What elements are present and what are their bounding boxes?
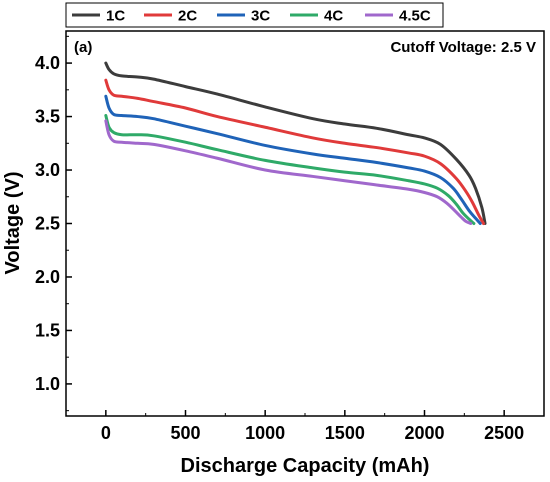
x-tick-label: 500 — [170, 423, 200, 443]
y-tick-label: 1.0 — [35, 374, 60, 394]
panel-label: (a) — [74, 39, 92, 56]
y-tick-label: 2.5 — [35, 214, 60, 234]
axes: 0 500 1000 1500 2000 2500 1.0 1.5 2.0 2.5 3.0 3.5 4.… — [35, 35, 524, 443]
x-tick-label: 2500 — [484, 423, 524, 443]
series-line-4C — [104, 113, 476, 225]
series-line-3C — [104, 94, 482, 225]
series-line-4.5C — [104, 119, 473, 225]
y-axis-title: Voltage (V) — [2, 172, 24, 275]
legend-label: 4C — [324, 8, 343, 25]
cutoff-annotation: Cutoff Voltage: 2.5 V — [390, 39, 536, 56]
legend-label: 2C — [178, 8, 197, 25]
x-tick-label: 0 — [101, 423, 111, 443]
y-tick-label: 3.5 — [35, 107, 60, 127]
y-tick-label: 4.0 — [35, 53, 60, 73]
series-line-2C — [104, 78, 485, 225]
legend-label: 3C — [251, 8, 270, 25]
x-axis-title: Discharge Capacity (mAh) — [181, 455, 430, 477]
x-tick-label: 1500 — [325, 423, 365, 443]
series-line-1C — [104, 61, 487, 225]
legend-label: 1C — [106, 8, 125, 25]
y-tick-label: 2.0 — [35, 267, 60, 287]
y-tick-label: 3.0 — [35, 160, 60, 180]
y-tick-label: 1.5 — [35, 320, 60, 340]
legend-label: 4.5C — [399, 8, 431, 25]
x-tick-label: 2000 — [404, 423, 444, 443]
legend: 1C 2C 3C 4C 4.5C — [65, 2, 444, 28]
series-lines — [104, 61, 487, 225]
x-tick-label: 1000 — [245, 423, 285, 443]
